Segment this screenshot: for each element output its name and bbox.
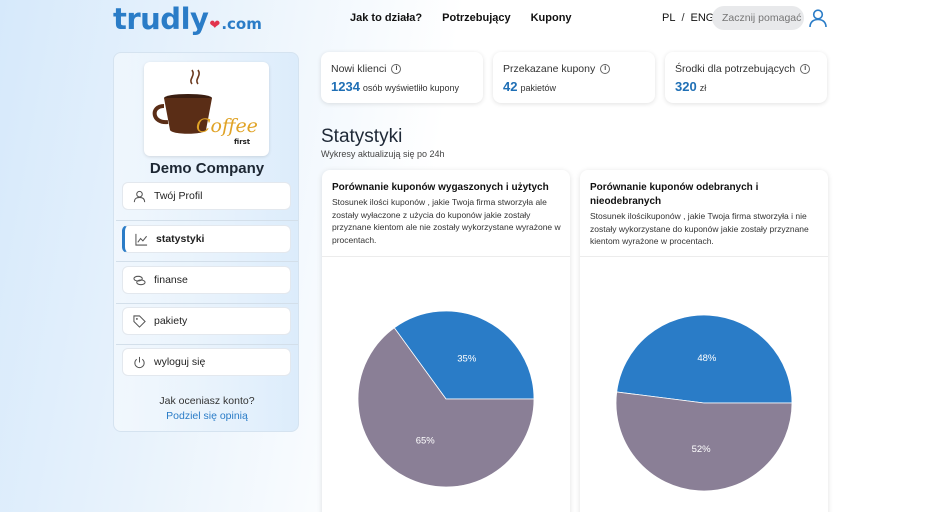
stat-title: Środki dla potrzebujących <box>675 63 796 75</box>
chart-title: Porównanie kuponów wygaszonych i użytych <box>332 182 549 193</box>
search-input[interactable] <box>712 6 804 30</box>
sidebar-item-statistics[interactable]: statystyki <box>122 225 291 253</box>
stat-value: 42 <box>503 79 518 94</box>
logo-coffee-text: Coffee <box>196 115 258 137</box>
pie-label-0: 35% <box>457 354 477 365</box>
sidebar-item-label: wyloguj się <box>154 356 206 368</box>
logo-first-text: first <box>234 138 251 146</box>
info-icon[interactable]: i <box>800 64 811 74</box>
chart-card-expired-vs-used: Porównanie kuponów wygaszonych i użytych… <box>322 170 570 512</box>
sidebar-item-profile[interactable]: Twój Profil <box>122 182 291 210</box>
coffee-cup-icon: Coffee first <box>152 69 258 146</box>
company-name: Demo Company <box>149 160 265 177</box>
sidebar-item-label: Twój Profil <box>154 190 203 202</box>
sidebar-item-label: statystyki <box>156 233 205 245</box>
stat-unit: pakietów <box>520 83 556 93</box>
sidebar-item-label: finanse <box>154 274 188 286</box>
divider <box>116 303 298 304</box>
info-icon[interactable]: i <box>391 64 402 74</box>
chart-card-received-vs-unreceived: Porównanie kuponów odebranych i nieodebr… <box>580 170 828 512</box>
chart-line-icon <box>135 233 148 246</box>
chart-title: Porównanie kuponów odebranych i nieodebr… <box>590 182 759 207</box>
pie-chart: 35% 65% <box>357 310 535 488</box>
nav-how-it-works[interactable]: Jak to działa? <box>350 12 423 24</box>
main-nav: Jak to działa? Potrzebujący Kupony <box>350 12 572 24</box>
stat-title: Przekazane kupony <box>503 63 596 75</box>
pie-label-1: 65% <box>416 435 436 446</box>
sidebar-item-finance[interactable]: finanse <box>122 266 291 294</box>
language-switcher: PL / ENG <box>662 12 714 24</box>
divider <box>322 256 570 257</box>
nav-needy[interactable]: Potrzebujący <box>442 12 511 24</box>
divider <box>116 261 298 262</box>
lang-eng[interactable]: ENG <box>690 12 715 24</box>
user-account-icon[interactable] <box>808 8 828 28</box>
lang-pl[interactable]: PL <box>662 12 676 24</box>
stat-card-new-clients: Nowi klienci i 1234 osób wyświetliło kupon… <box>321 52 483 103</box>
nav-coupons[interactable]: Kupony <box>530 12 572 24</box>
info-icon[interactable]: i <box>600 64 611 74</box>
top-header: trudly ❤ .com Jak to działa? Potrzebując… <box>0 0 943 40</box>
stat-unit: zł <box>699 83 707 93</box>
sidebar: Coffee first Demo Company Twój Profil st… <box>113 52 299 432</box>
divider <box>116 344 298 345</box>
coins-icon <box>133 275 146 285</box>
page-title: Statystyki <box>321 126 403 147</box>
tag-icon <box>133 314 146 328</box>
chart-description: Stosunek ilości kuponów , jakie Twoja fi… <box>332 197 561 245</box>
divider <box>116 220 298 221</box>
chart-description: Stosunek ilościkuponów , jakie Twoja fir… <box>590 211 809 246</box>
heart-icon: ❤ <box>209 17 221 32</box>
stat-title: Nowi klienci <box>331 63 387 75</box>
power-icon <box>134 356 145 368</box>
sidebar-item-logout[interactable]: wyloguj się <box>122 348 291 376</box>
page-subtitle: Wykresy aktualizują się po 24h <box>321 149 445 159</box>
pie-slice-1[interactable] <box>357 327 535 488</box>
stat-value: 320 <box>675 79 697 94</box>
sidebar-item-label: pakiety <box>154 315 188 327</box>
stat-unit: osób wyświetliło kupony <box>362 83 459 93</box>
pie-slice-0[interactable] <box>616 314 793 404</box>
logo-suffix: .com <box>221 15 262 33</box>
rate-prompt: Jak oceniasz konto? <box>159 395 255 407</box>
logo-text: trudly <box>113 2 209 36</box>
stat-card-funds: Środki dla potrzebujących i 320 zł <box>665 52 827 103</box>
lang-separator: / <box>681 12 685 24</box>
feedback-link[interactable]: Podziel się opinią <box>166 410 248 422</box>
pie-label-0: 48% <box>697 353 717 364</box>
trudly-logo[interactable]: trudly ❤ .com <box>113 2 262 36</box>
stat-value: 1234 <box>331 79 360 94</box>
user-icon <box>133 190 146 202</box>
stat-card-coupons: Przekazane kupony i 42 pakietów <box>493 52 655 103</box>
pie-slice-1[interactable] <box>615 391 793 492</box>
pie-chart: 48% 52% <box>615 314 793 492</box>
divider <box>580 256 828 257</box>
pie-slice-0[interactable] <box>393 310 535 400</box>
pie-label-1: 52% <box>692 444 712 455</box>
sidebar-item-packages[interactable]: pakiety <box>122 307 291 335</box>
company-logo: Coffee first <box>144 62 269 156</box>
